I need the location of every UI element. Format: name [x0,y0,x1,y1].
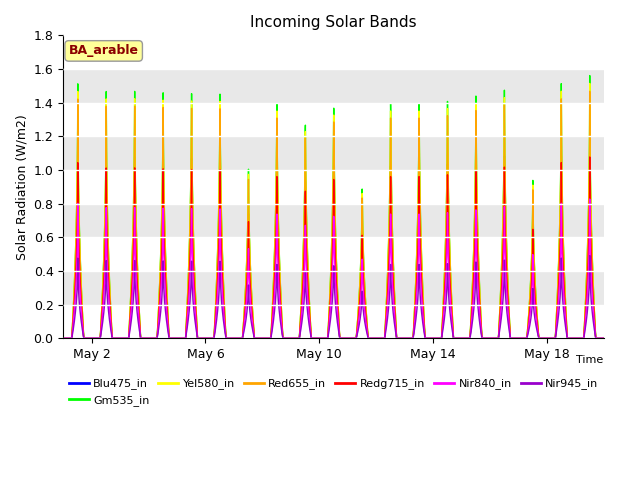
Y-axis label: Solar Radiation (W/m2): Solar Radiation (W/m2) [15,114,28,260]
Nir945_in [525,325,533,331]
Nir840_in [252,336,260,341]
Yel580_in [252,336,260,341]
Yel580_in [546,336,554,341]
Nir840_in [373,336,381,341]
Blu475_in [306,311,314,316]
Red655_in [586,88,593,94]
Red655_in [546,336,554,341]
Gm535_in [546,336,554,341]
Gm535_in [60,336,67,341]
Line: Red655_in: Red655_in [63,91,604,338]
Redg715_in [546,336,554,341]
Nir840_in [60,336,67,341]
Nir945_in [60,336,67,341]
Nir840_in [306,317,314,323]
Nir945_in [546,336,554,341]
Bar [63,170,604,204]
Bar [63,103,604,136]
Bar [63,237,604,271]
Blu475_in [525,312,533,317]
Redg715_in [60,336,67,341]
Gm535_in [373,336,381,341]
Blu475_in [546,336,554,341]
Nir840_in [525,318,533,324]
Red655_in [373,336,381,341]
Blu475_in [60,336,67,341]
Nir945_in [373,336,381,341]
Nir945_in [600,336,607,341]
Redg715_in [373,336,381,341]
Nir840_in [546,336,554,341]
Blu475_in [373,336,381,341]
Text: Time: Time [577,355,604,365]
Gm535_in [506,324,514,330]
Line: Nir945_in: Nir945_in [63,255,604,338]
Yel580_in [586,81,593,86]
Nir945_in [252,336,260,341]
Redg715_in [586,154,593,160]
Bar [63,204,604,237]
Blu475_in [506,327,514,333]
Red655_in [506,324,514,330]
Bar [63,36,604,69]
Blu475_in [586,142,593,148]
Blu475_in [600,336,607,341]
Nir840_in [506,329,514,335]
Line: Redg715_in: Redg715_in [63,157,604,338]
Line: Yel580_in: Yel580_in [63,84,604,338]
Yel580_in [306,303,314,309]
Yel580_in [373,336,381,341]
Redg715_in [306,312,314,318]
Bar [63,69,604,103]
Yel580_in [600,336,607,341]
Nir840_in [600,336,607,341]
Redg715_in [506,327,514,333]
Nir945_in [306,325,314,331]
Gm535_in [525,303,533,309]
Redg715_in [600,336,607,341]
Gm535_in [252,336,260,341]
Legend: Blu475_in, Gm535_in, Yel580_in, Red655_in, Redg715_in, Nir840_in, Nir945_in: Blu475_in, Gm535_in, Yel580_in, Red655_i… [64,374,603,410]
Red655_in [252,336,260,341]
Yel580_in [60,336,67,341]
Bar [63,136,604,170]
Blu475_in [252,336,260,341]
Title: Incoming Solar Bands: Incoming Solar Bands [250,15,417,30]
Nir840_in [586,196,593,202]
Red655_in [306,304,314,310]
Red655_in [60,336,67,341]
Text: BA_arable: BA_arable [68,45,139,58]
Gm535_in [586,72,593,78]
Line: Gm535_in: Gm535_in [63,75,604,338]
Yel580_in [525,304,533,310]
Line: Nir840_in: Nir840_in [63,199,604,338]
Nir945_in [506,332,514,337]
Gm535_in [306,302,314,308]
Bar [63,271,604,305]
Redg715_in [252,336,260,341]
Line: Blu475_in: Blu475_in [63,145,604,338]
Redg715_in [525,313,533,319]
Gm535_in [600,336,607,341]
Bar [63,305,604,338]
Nir945_in [586,252,593,258]
Red655_in [600,336,607,341]
Red655_in [525,305,533,311]
Yel580_in [506,324,514,330]
